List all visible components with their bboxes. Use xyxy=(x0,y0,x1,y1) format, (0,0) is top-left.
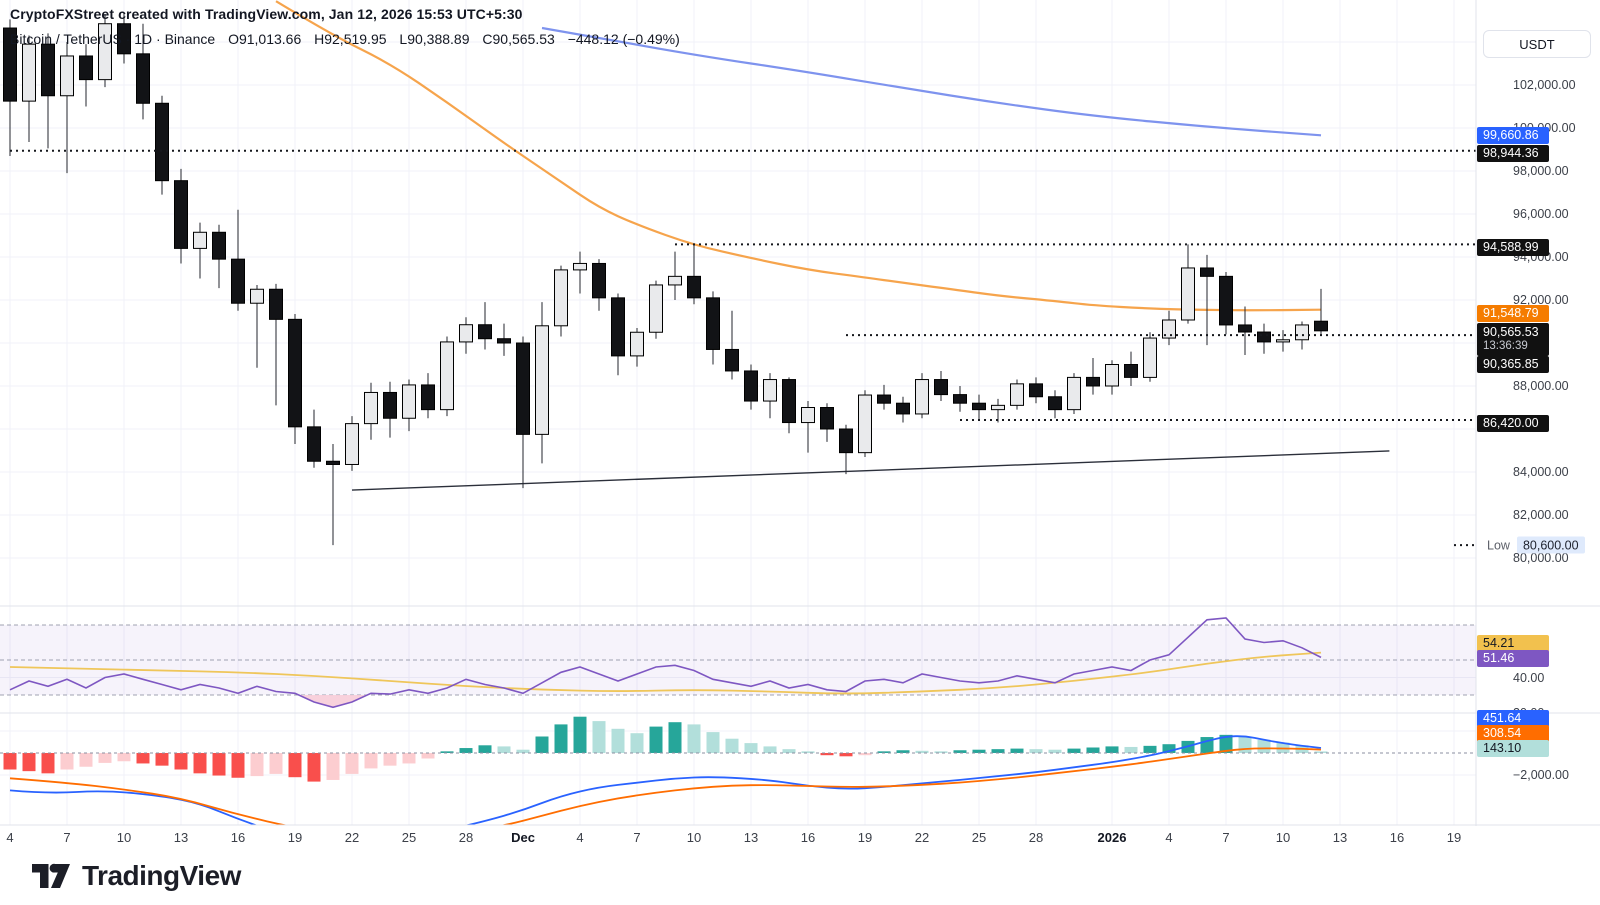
axis-tick-label: 98,000.00 xyxy=(1513,164,1569,178)
axis-tick-label: 102,000.00 xyxy=(1513,78,1576,92)
time-tick-label: 13 xyxy=(173,830,189,845)
price-chip: 51.46 xyxy=(1477,649,1549,667)
time-tick-label: 19 xyxy=(857,830,873,845)
axis-tick-label: 96,000.00 xyxy=(1513,207,1569,221)
time-tick-label: 25 xyxy=(971,830,987,845)
price-chip: 308.54 xyxy=(1477,724,1549,742)
price-chip: 451.64 xyxy=(1477,709,1549,727)
time-tick-label: 4 xyxy=(576,830,584,845)
time-tick-label: 16 xyxy=(1389,830,1405,845)
time-tick-label: 7 xyxy=(1222,830,1230,845)
price-axis[interactable]: USDT 102,000.00100,000.0098,000.0096,000… xyxy=(1476,0,1600,846)
time-tick-label: 4 xyxy=(1165,830,1173,845)
time-axis[interactable]: 4 7 10 13 16 19 22 25 28 Dec 4 7 10 13 16 19 22 25 28 2026 4… xyxy=(0,826,1600,846)
time-tick-label: 10 xyxy=(116,830,132,845)
footer: TradingView xyxy=(0,846,1600,905)
tradingview-logo-icon xyxy=(32,863,70,888)
time-tick-label: 22 xyxy=(344,830,360,845)
time-tick-label: 13 xyxy=(1332,830,1348,845)
low-marker-label: Low xyxy=(1482,537,1515,554)
time-tick-label: 7 xyxy=(633,830,641,845)
time-tick-label: 25 xyxy=(401,830,417,845)
tradingview-logo-text: TradingView xyxy=(82,859,241,891)
price-chip: 91,548.79 xyxy=(1477,304,1549,322)
price-chip: 99,660.86 xyxy=(1477,126,1549,144)
time-tick-label: 2026 xyxy=(1097,830,1127,845)
price-chip: 98,944.36 xyxy=(1477,144,1549,162)
time-tick-label: 19 xyxy=(1446,830,1462,845)
price-chip: 90,565.53 13:36:39 xyxy=(1477,322,1549,356)
price-chip: 54.21 xyxy=(1477,634,1549,652)
axis-tick-label: 40.00 xyxy=(1513,670,1545,685)
time-tick-label: 16 xyxy=(800,830,816,845)
price-chip: 143.10 xyxy=(1477,739,1549,757)
axis-tick-label: 84,000.00 xyxy=(1513,465,1569,479)
chart-canvas[interactable] xyxy=(0,0,1600,846)
countdown-timer: 13:36:39 xyxy=(1483,340,1528,352)
low-marker: Low 80,600.00 xyxy=(1482,536,1585,554)
time-tick-label: 4 xyxy=(6,830,14,845)
time-tick-label: 7 xyxy=(63,830,71,845)
time-tick-label: 13 xyxy=(743,830,759,845)
low-marker-value: 80,600.00 xyxy=(1516,536,1585,554)
price-chip: 86,420.00 xyxy=(1477,414,1549,432)
time-tick-label: 19 xyxy=(287,830,303,845)
currency-toggle-button[interactable]: USDT xyxy=(1483,30,1591,58)
time-tick-label: 28 xyxy=(458,830,474,845)
axis-tick-label: 82,000.00 xyxy=(1513,508,1569,522)
time-tick-label: 28 xyxy=(1028,830,1044,845)
axis-tick-label: 80,000.00 xyxy=(1513,551,1569,565)
price-chip: 90,365.85 xyxy=(1477,355,1549,373)
time-tick-label: 16 xyxy=(230,830,246,845)
axis-tick-label: −2,000.00 xyxy=(1513,768,1569,782)
axis-tick-label: 92,000.00 xyxy=(1513,293,1569,307)
price-chip: 94,588.99 xyxy=(1477,238,1549,256)
time-tick-label: 10 xyxy=(1275,830,1291,845)
time-tick-label: 10 xyxy=(686,830,702,845)
axis-tick-label: 88,000.00 xyxy=(1513,379,1569,393)
time-tick-label: 22 xyxy=(914,830,930,845)
time-tick-label: Dec xyxy=(511,830,535,845)
